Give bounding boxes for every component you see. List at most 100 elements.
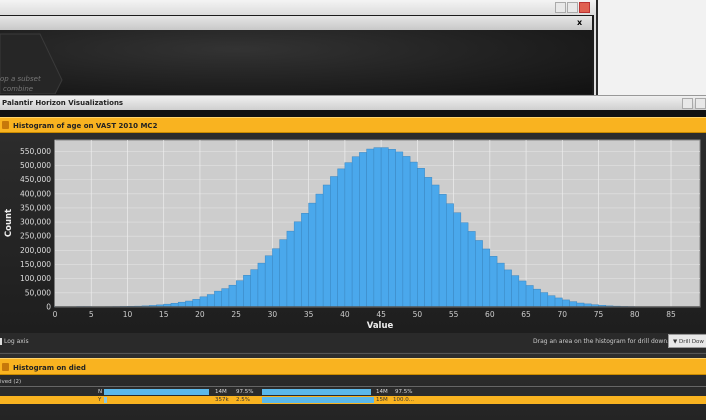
divider [0,353,706,354]
background-window-titlebar [0,0,596,15]
histogram-bar [308,202,317,308]
histogram-bar [337,168,346,308]
maximize-button[interactable] [567,2,578,13]
y-tick-label: 450,000 [20,175,51,184]
drill-down-button[interactable]: ▼ Drill Dow [668,334,706,348]
histogram-bar [460,222,469,308]
histogram-chart[interactable]: 0 50,000 100,000 150,000 200,000 250,000 300,0… [0,133,706,333]
y-tick-label: 400,000 [20,189,51,198]
histogram-bar [206,294,215,308]
y-tick-label: 150,000 [20,260,51,269]
histogram-header: Histogram on died [0,358,706,375]
histogram-title: Histogram on died [13,364,86,372]
histogram-bar [525,285,534,308]
row-label: Y [98,397,102,403]
x-tick-label: 25 [231,310,241,319]
histogram-bar [344,162,353,308]
row-total: 14M [376,389,388,395]
histogram-bar [482,248,491,308]
x-tick-label: 5 [89,310,94,319]
y-tick-label: 50,000 [25,288,51,297]
histogram-bar [402,156,411,308]
histogram-bar [395,151,404,308]
chart-footer: Log axis Drag an area on the histogram f… [0,334,706,352]
x-tick-label: 45 [376,310,386,319]
table-row-selected[interactable]: Y 357k 2.5% 15M 100.0... [0,396,706,404]
row-label: N [98,389,103,395]
x-tick-label: 35 [304,310,314,319]
inner-panel-header: x [0,16,592,30]
desktop-area [598,0,706,96]
histogram-svg[interactable]: 0 50,000 100,000 150,000 200,000 250,000 300,0… [0,133,706,333]
table-row[interactable]: N 14M 97.5% 14M 97.5% [0,388,706,396]
hint-text: op a subset [0,75,41,83]
row-percent: 2.5% [236,397,250,403]
window-title: Palantir Horizon Visualizations [2,99,124,107]
x-tick-label: 40 [340,310,350,319]
histogram-bar [286,230,295,308]
divider [0,110,706,117]
group-label: ived (2) [0,379,22,385]
row-total: 15M [376,397,388,403]
x-tick-label: 85 [666,310,676,319]
window-titlebar: Palantir Horizon Visualizations [0,95,706,110]
x-tick-label: 30 [268,310,278,319]
y-tick-label: 500,000 [20,161,51,170]
row-total-percent: 97.5% [395,389,413,395]
histogram-icon [2,363,9,371]
histogram-bar [511,275,520,308]
histogram-bar [301,213,309,308]
y-tick-label: 100,000 [20,274,51,283]
histogram-bar [257,262,266,308]
x-tick-label: 55 [449,310,459,319]
histogram-icon [2,121,9,129]
histogram-bar [264,255,273,308]
histogram-bar [351,156,360,308]
histogram-bar [373,147,382,308]
close-button[interactable] [579,2,590,13]
histogram-bar [518,280,527,308]
count-bar [104,389,210,395]
histogram-bar [250,269,259,308]
y-axis-label: Count [4,209,14,237]
row-count: 357k [215,397,229,403]
histogram-bar [496,262,505,308]
log-axis-label: Log axis [4,338,29,345]
histogram-bar [446,203,454,308]
log-axis-checkbox[interactable] [0,338,2,345]
histogram-title: Histogram of age on VAST 2010 MC2 [13,122,158,130]
histogram-bar [235,280,244,308]
filter-icon: ▼ [673,339,679,345]
histogram-bar [315,193,324,308]
x-axis-label: Value [367,321,394,331]
histogram-bar [467,231,476,308]
x-tick-label: 75 [594,310,604,319]
panel-close-button[interactable]: x [577,18,583,27]
row-count: 14M [215,389,227,395]
x-tick-label: 20 [195,310,205,319]
histogram-bar [417,168,425,308]
histogram-bar [533,288,541,308]
histogram-bar [199,296,208,308]
histogram-bar [569,301,578,308]
minimize-button[interactable] [555,2,566,13]
histogram-bar [388,149,396,308]
y-tick-label: 200,000 [20,246,51,255]
histogram-bar [438,194,447,308]
histogram-bar [424,177,433,308]
x-tick-label: 15 [159,310,169,319]
histogram-bar [504,269,512,308]
hint-text: combine [3,85,34,93]
histogram-bar [272,248,280,308]
histogram-bar [359,152,367,308]
x-tick-label: 80 [630,310,640,319]
histogram-header: Histogram of age on VAST 2010 MC2 [0,117,706,133]
histogram-bar [279,239,288,308]
x-tick-label: 70 [558,310,568,319]
total-bar [262,397,374,403]
histogram-bar [431,184,440,308]
histogram-bar [380,147,389,308]
x-tick-label: 10 [123,310,133,319]
minimize-button[interactable] [682,98,693,109]
maximize-button[interactable] [695,98,706,109]
